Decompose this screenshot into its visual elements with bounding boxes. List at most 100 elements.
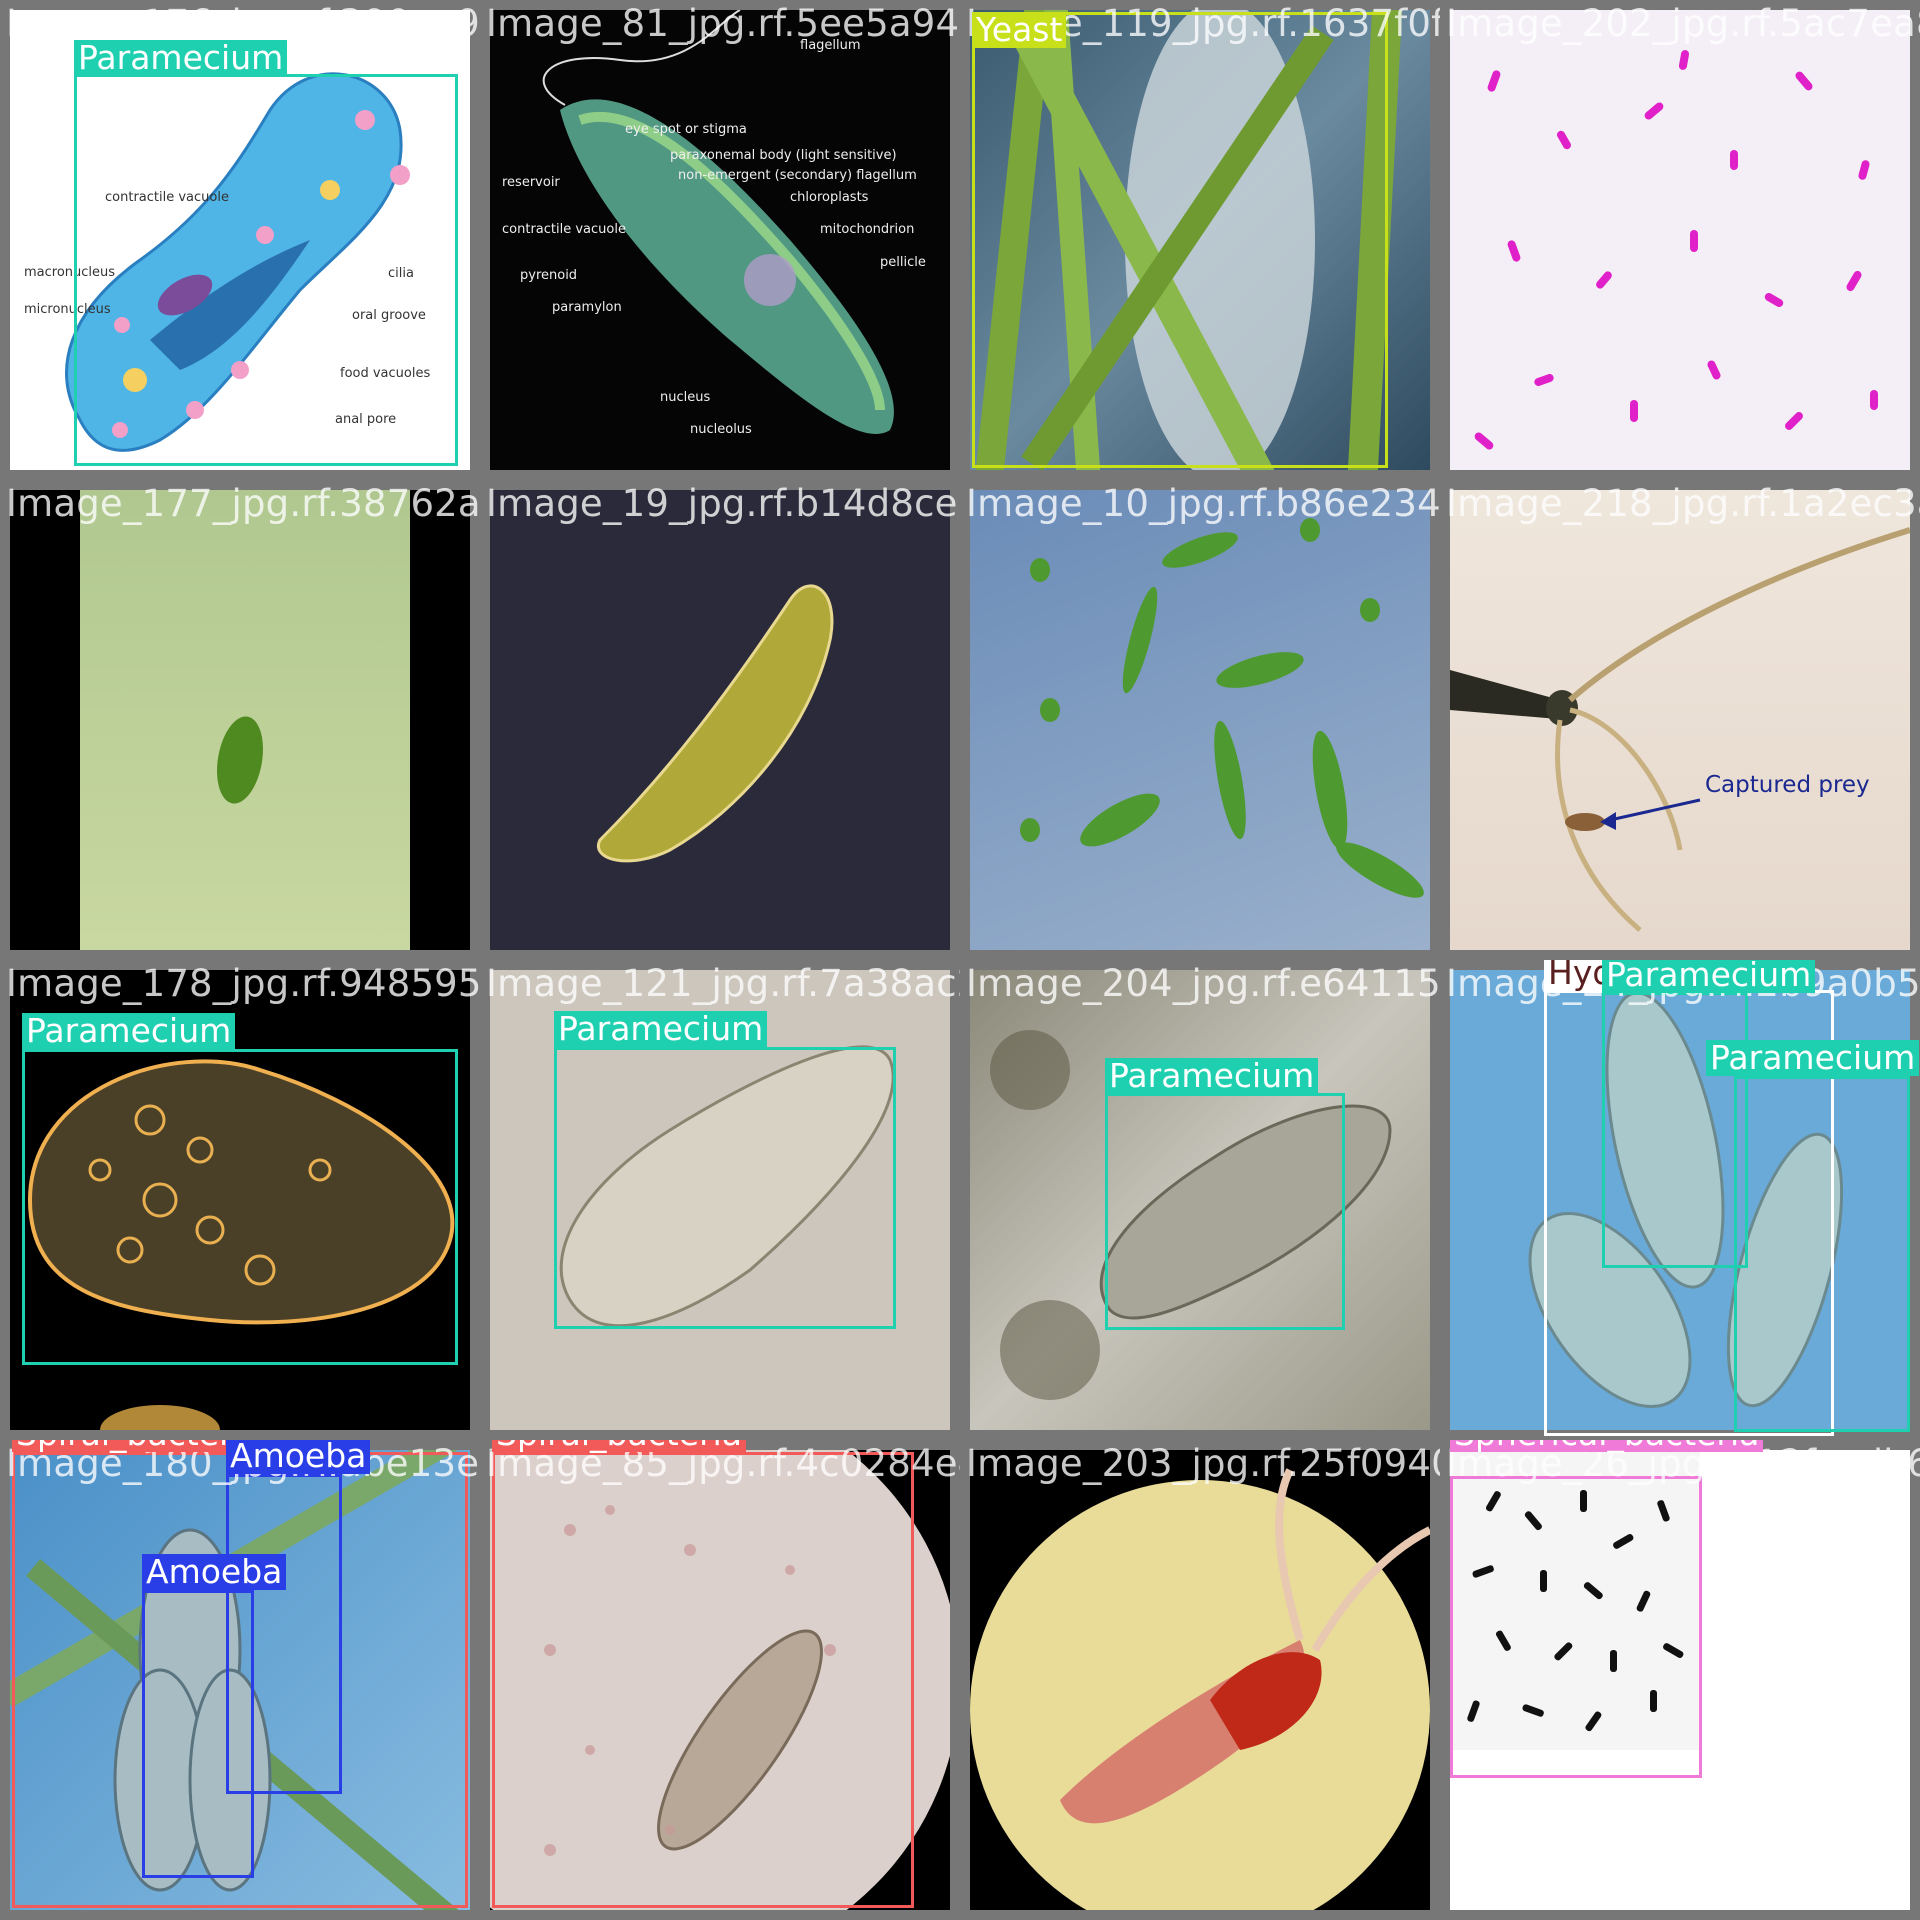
detection-label-spiral-bacteria: Spiral_bacteria [492,1440,747,1452]
diagram-label-anal-pore: anal pore [335,412,397,427]
hydra-prey-image: Captured prey [1450,490,1910,950]
detection-box-paramecium [1602,992,1748,1268]
hydra-stained-image [970,1450,1430,1910]
captured-prey-annotation: Captured prey [1705,772,1870,798]
detection-label-amoeba: Amoeba [142,1554,287,1590]
paramecium-cell [27,1059,455,1430]
bacilli-scatter [1474,50,1878,450]
image-filename: Image_19_jpg.rf.b14d8ce717153847 [486,482,960,525]
diagram-label-chloroplasts: chloroplasts [790,190,869,205]
detection-box-paramecium [74,74,458,466]
detection-box-spiral-bacteria [492,1452,914,1908]
image-filename: Image_177_jpg.rf.38762a8ae51f4c79ad38a [6,482,480,525]
green-cell-image [10,490,470,950]
detection-label-paramecium: Paramecium [74,40,288,76]
microscope-field-image [490,1450,950,1910]
diagram-label-mitochondrion: mitochondrion [820,222,915,237]
tile-10[interactable]: Image_121_jpg.rf.7a38ac22d6c4034b Parame… [480,960,960,1440]
euglena-diagram-image: flagellum eye spot or stigma paraxonemal… [490,10,950,470]
detection-label-paramecium: Paramecium [1105,1058,1319,1094]
detection-label-spiral-bacteria: Spiral_bacteria [12,1440,267,1452]
image-filename: Image_204_jpg.rf.e6411510694 [966,962,1440,1005]
paramecium-diagram [65,72,410,452]
diagram-label-paramylon: paramylon [552,300,622,315]
image-filename: Image_202_jpg.rf.5ac7ea83e [1446,2,1920,45]
detection-box-paramecium [22,1049,458,1365]
image-filename: Image_81_jpg.rf.5ee5a94f06b0e [486,2,960,45]
detection-label-amoeba: Amoeba [226,1440,371,1474]
diagram-label-reservoir: reservoir [502,175,560,190]
rod-bacteria-image [1450,1450,1910,1910]
diagram-label-macronucleus: macronucleus [24,265,116,280]
detection-label-yeast: Yeast [972,12,1067,48]
image-filename: Image_178_jpg.rf.948595278f4ec3519 [6,962,480,1005]
hydra-with-prey [1450,527,1910,932]
diagram-label-flagellum: flagellum [800,38,861,53]
paramecium-pair [1528,991,1844,1408]
detection-box-paramecium [554,1047,896,1329]
tile-11[interactable]: Image_204_jpg.rf.e6411510694 Paramecium [960,960,1440,1440]
paramecium-debris-image [970,970,1430,1430]
detection-box-paramecium [1734,1076,1910,1432]
paramecium-diagram-image: contractile vacuole macronucleus micronu… [10,10,470,470]
image-filename: Image_10_jpg.rf.b86e23463ca132d [966,482,1440,525]
euglena-group [1020,518,1424,898]
paramecium-cell [990,1030,1392,1400]
yeast-algae-image [970,10,1430,470]
tile-4[interactable]: Image_202_jpg.rf.5ac7ea83e [1440,0,1920,480]
tile-14[interactable]: Image_85_jpg.rf.4c0284e498b3e2 Spiral_ba… [480,1440,960,1920]
tile-12[interactable]: Image_24_jpg.rf.2b9a0b5089 Hydra Paramec… [1440,960,1920,1440]
euglena-diagram [542,10,894,434]
euglena-cell [596,584,834,863]
detection-box-paramecium [1105,1093,1345,1330]
detection-box-amoeba [226,1474,342,1794]
detection-label-paramecium: Paramecium [554,1011,768,1047]
tile-6[interactable]: Image_19_jpg.rf.b14d8ce717153847 [480,480,960,960]
diagram-label-cilia: cilia [388,266,414,281]
image-filename: Image_176_jpg.rf.390aa9b28418f8184798ef5… [6,2,480,45]
diagram-label-nucleolus: nucleolus [690,422,752,437]
microscope-field [490,1450,950,1910]
tile-9[interactable]: Image_178_jpg.rf.948595278f4ec3519 Param… [0,960,480,1440]
green-cell [217,716,263,804]
diagram-label-micronucleus: micronucleus [24,302,111,317]
tile-13[interactable]: Image_180_jpg.rf.abe13e1 Spiral_bacteria… [0,1440,480,1920]
detection-label-paramecium: Paramecium [1602,960,1816,993]
diagram-label-eye-spot: eye spot or stigma [625,122,747,137]
tile-3[interactable]: Image_119_jpg.rf.1637f0ff940a6fe2267 Yea… [960,0,1440,480]
stained-bacilli-image [1450,10,1910,470]
rod-bacteria [1450,1450,1700,1750]
detection-box-amoeba [142,1590,254,1878]
image-filename: Image_121_jpg.rf.7a38ac22d6c4034b [486,962,960,1005]
diagram-label-pellicle: pellicle [880,255,926,270]
tile-15[interactable]: Image_203_jpg.rf.25f09407c6 [960,1440,1440,1920]
tile-8[interactable]: Captured prey Image_218_jpg.rf.1a2ec3ae2… [1440,480,1920,960]
image-filename: Image_218_jpg.rf.1a2ec3ae240 [1446,482,1920,525]
detection-label-paramecium: Paramecium [1706,1040,1920,1076]
diagram-label-pyrenoid: pyrenoid [520,268,578,283]
tile-16[interactable]: Image_26_jpg.rf.12facdb6b58 Spherical_ba… [1440,1440,1920,1920]
paramecium-algae-image [10,1450,470,1910]
diagram-label-food-vacuoles: food vacuoles [340,366,431,381]
tile-2[interactable]: flagellum eye spot or stigma paraxonemal… [480,0,960,480]
euglena-group-image [970,490,1430,950]
tile-5[interactable]: Image_177_jpg.rf.38762a8ae51f4c79ad38a [0,480,480,960]
detection-label-spherical-bacteria: Spherical_bacteria [1450,1440,1764,1452]
hydra-stained [970,1468,1430,1910]
diagram-label-paraxonemal-body: paraxonemal body (light sensitive) [670,148,897,163]
algae-filaments [973,10,1404,470]
diagram-label-oral-groove: oral groove [352,308,426,323]
diagram-label-secondary-flagellum: non-emergent (secondary) flagellum [678,168,917,183]
euglena-dark-field-image [490,490,950,950]
detection-label-paramecium: Paramecium [22,1013,236,1049]
diagram-label-contractile-vacuole: contractile vacuole [105,190,229,205]
paramecium-cell [559,1045,895,1328]
diagram-label-contractile-vacuole: contractile vacuole [502,222,626,237]
image-filename: Image_203_jpg.rf.25f09407c6 [966,1442,1440,1485]
tile-7[interactable]: Image_10_jpg.rf.b86e23463ca132d [960,480,1440,960]
diagram-label-nucleus: nucleus [660,390,711,405]
detection-box-yeast [972,12,1388,468]
tile-1[interactable]: contractile vacuole macronucleus micronu… [0,0,480,480]
detection-box-spherical-bacteria [1450,1476,1702,1778]
